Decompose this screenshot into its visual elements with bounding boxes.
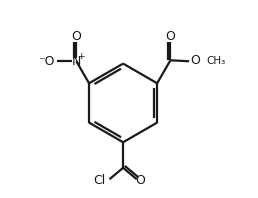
Text: O: O	[165, 30, 175, 43]
Text: ⁻O: ⁻O	[38, 55, 55, 68]
Text: O: O	[190, 54, 200, 67]
Text: Cl: Cl	[93, 174, 105, 187]
Text: +: +	[77, 52, 85, 61]
Text: CH₃: CH₃	[206, 56, 225, 66]
Text: O: O	[71, 30, 81, 43]
Text: N: N	[71, 55, 81, 68]
Text: O: O	[135, 174, 145, 187]
